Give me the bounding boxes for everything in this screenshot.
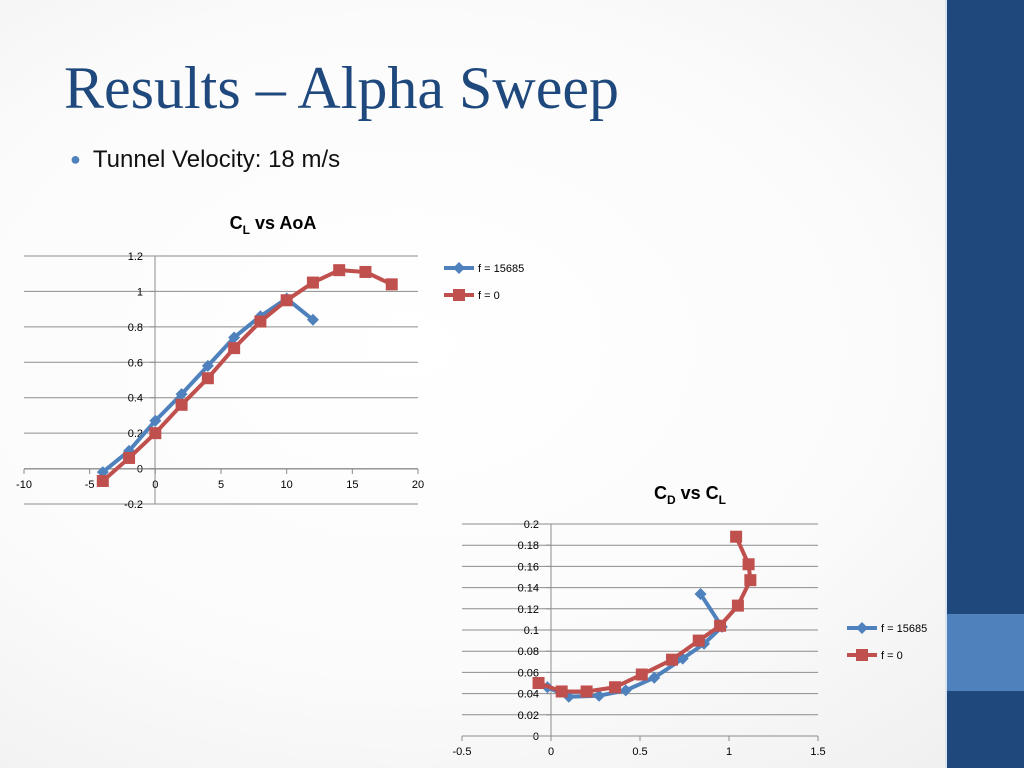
cd-data-point-2 xyxy=(532,677,545,689)
cd-y-tick-label: 0 xyxy=(533,731,539,743)
cl-vs-aoa-chart: CL vs AoA-0.200.20.40.60.811.2-10 -5 0 5 10 1… xyxy=(16,213,524,511)
cl-title-sub: L xyxy=(243,223,250,237)
cl-legend-marker-1 xyxy=(453,262,465,274)
cd-y-tick-label: 0.12 xyxy=(518,604,539,616)
cl-legend-label-1: f = 15685 xyxy=(478,263,524,275)
cd-data-point-2 xyxy=(742,558,755,571)
cl-data-point-2 xyxy=(333,264,346,277)
cd-data-point-2 xyxy=(555,685,568,698)
cl-chart-title: CL vs AoA xyxy=(230,213,317,237)
cd-x-tick-label: 1.5 xyxy=(810,746,825,758)
cl-y-tick-label: 0.6 xyxy=(128,357,143,369)
cd-y-tick-label: 0.18 xyxy=(518,540,539,552)
cl-data-point-2 xyxy=(254,315,267,328)
cl-data-point-1 xyxy=(149,414,162,427)
bullet-text: Tunnel Velocity: 18 m/s xyxy=(92,146,341,173)
cd-data-point-2 xyxy=(714,619,727,632)
cd-legend-marker-1 xyxy=(856,622,868,634)
cl-x-tick-label: -10 xyxy=(16,479,32,491)
cl-y-tick-label: 1 xyxy=(137,286,143,298)
cl-y-tick-label: 0.4 xyxy=(128,393,143,405)
cd-data-point-2 xyxy=(730,530,743,543)
cl-data-point-1 xyxy=(306,313,319,326)
cl-x-tick-label: 10 xyxy=(281,479,293,491)
cl-y-tick-label: 0.8 xyxy=(128,322,143,334)
cl-data-point-2 xyxy=(228,342,241,355)
cd-y-tick-label: 0.2 xyxy=(524,519,539,531)
cd-y-tick-label: 0.04 xyxy=(518,689,539,701)
cl-x-tick-label: 15 xyxy=(346,479,358,491)
cd-legend-marker-2 xyxy=(856,649,868,661)
cd-legend-label-2: f = 0 xyxy=(881,650,903,662)
cl-data-point-2 xyxy=(359,265,372,278)
cd-chart-title: CD vs CL xyxy=(654,483,726,507)
cd-title-sub: D xyxy=(667,493,676,507)
cl-x-tick-label: -5 xyxy=(85,479,95,491)
sidebar-accent-block xyxy=(947,614,1024,691)
cl-title-main: C xyxy=(230,213,243,233)
cl-data-point-2 xyxy=(306,276,319,289)
cl-data-point-1 xyxy=(201,359,214,372)
cd-data-point-2 xyxy=(666,653,679,666)
cd-legend-label-1: f = 15685 xyxy=(881,623,927,635)
slide-title: Results – Alpha Sweep xyxy=(64,55,619,121)
cd-x-tick-label: -0.5 xyxy=(453,746,472,758)
cd-data-point-2 xyxy=(692,634,705,647)
cl-legend-label-2: f = 0 xyxy=(478,290,500,302)
cd-title-rest: vs C xyxy=(676,483,719,503)
cd-series-line-2 xyxy=(537,535,753,694)
cl-x-tick-label: 20 xyxy=(412,479,424,491)
cd-title-sub2: L xyxy=(719,493,726,507)
sidebar-divider xyxy=(945,0,947,768)
cl-x-tick-label: 5 xyxy=(218,479,224,491)
cl-x-tick-label: 0 xyxy=(152,479,158,491)
cd-data-point-2 xyxy=(609,681,622,694)
cl-y-tick-label: -0.2 xyxy=(124,499,143,511)
cl-data-point-2 xyxy=(96,474,109,487)
cl-data-point-2 xyxy=(385,278,398,291)
bullet-item: ● Tunnel Velocity: 18 m/s xyxy=(70,146,340,174)
cd-data-point-2 xyxy=(635,668,648,681)
cd-x-tick-label: 0.5 xyxy=(632,746,647,758)
cd-y-tick-label: 0.14 xyxy=(518,583,539,595)
cd-y-tick-label: 0.16 xyxy=(518,561,539,573)
cl-data-point-2 xyxy=(280,294,293,307)
cd-y-tick-label: 0.1 xyxy=(524,625,539,637)
cd-x-tick-label: 1 xyxy=(726,746,732,758)
cd-data-point-2 xyxy=(731,599,744,612)
cl-data-point-2 xyxy=(175,398,188,411)
cd-y-tick-label: 0.02 xyxy=(518,710,539,722)
bullet-dot-icon: ● xyxy=(70,149,81,169)
cd-data-point-2 xyxy=(744,574,757,587)
cd-data-point-1 xyxy=(694,587,707,600)
cl-data-point-2 xyxy=(201,372,214,385)
cl-legend-marker-2 xyxy=(453,289,465,301)
cl-y-tick-label: 1.2 xyxy=(128,251,143,263)
cl-data-point-2 xyxy=(123,451,136,464)
cd-data-point-2 xyxy=(580,685,593,698)
cl-title-rest: vs AoA xyxy=(250,213,316,233)
cd-data-point-1 xyxy=(648,671,661,684)
cd-data-point-1 xyxy=(593,689,606,702)
cd-y-tick-label: 0.08 xyxy=(518,646,539,658)
cd-y-tick-label: 0.06 xyxy=(518,667,539,679)
cd-title-main: C xyxy=(654,483,667,503)
cl-data-point-1 xyxy=(228,331,241,344)
cl-y-tick-label: 0 xyxy=(137,464,143,476)
cl-data-point-1 xyxy=(175,388,188,401)
cl-data-point-2 xyxy=(149,427,162,440)
cd-vs-cl-chart: CD vs CL 0 0.02 0.04 0.06 0.08 0.1 0.12 0.14 0.16… xyxy=(453,483,928,758)
cd-x-tick-label: 0 xyxy=(548,746,554,758)
cd-data-point-1 xyxy=(619,684,632,697)
